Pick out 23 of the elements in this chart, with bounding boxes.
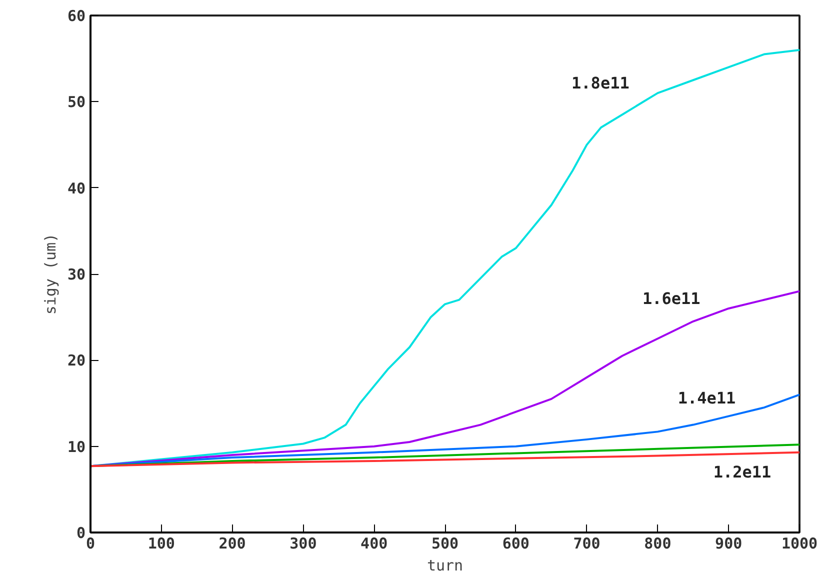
x-tick-label: 600: [502, 534, 530, 552]
x-axis-title: turn: [426, 556, 464, 574]
y-tick-label: 60: [67, 7, 86, 25]
y-tick-label: 50: [67, 93, 86, 112]
x-tick-label: 200: [218, 534, 246, 552]
y-tick-label: 30: [67, 266, 86, 284]
series-label: 1.6e11: [642, 289, 700, 308]
x-tick-label: 800: [644, 534, 672, 552]
y-tick-label: 10: [67, 438, 86, 456]
x-tick-label: 100: [148, 534, 175, 552]
y-tick-label: 40: [67, 179, 86, 198]
y-tick-label: 20: [67, 352, 86, 370]
line-series: [90, 451, 800, 468]
x-tick-label: 500: [431, 534, 459, 552]
series-label: 1.8e11: [572, 74, 630, 93]
x-tick-label: 900: [715, 534, 742, 552]
y-axis-title: sigy (um): [41, 233, 60, 315]
x-tick-label: 1000: [781, 534, 818, 552]
series-label: 1.4e11: [678, 388, 736, 408]
x-tick-label: 300: [290, 534, 317, 552]
x-tick-label: 700: [573, 534, 600, 552]
series-label: 1.2e11: [713, 462, 772, 482]
x-tick-label: 400: [360, 534, 388, 552]
